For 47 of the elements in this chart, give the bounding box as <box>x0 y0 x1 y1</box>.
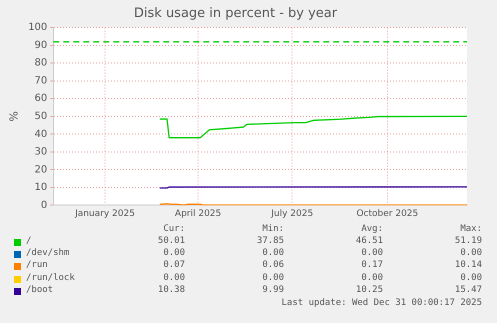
text: Cur: <box>163 224 185 234</box>
y-tick-label: 10 <box>34 182 48 194</box>
text: 15.47 <box>454 284 482 295</box>
y-tick-label: 50 <box>34 110 48 122</box>
y-tick-label: 70 <box>34 75 48 86</box>
y-tick-label: 100 <box>28 22 48 34</box>
x-tick-label: April 2025 <box>174 208 222 219</box>
legend-label: /boot <box>26 284 54 295</box>
text: 10.25 <box>356 284 383 295</box>
text: 9.99 <box>262 284 284 295</box>
legend-label: / <box>26 236 32 246</box>
text: Last update: Wed Dec 31 00:00:17 2025 <box>282 298 482 308</box>
y-tick-label: 60 <box>34 93 48 104</box>
legend-label: /dev/shm <box>26 248 70 258</box>
text: 0.00 <box>163 272 185 283</box>
y-tick-label: 20 <box>34 164 48 176</box>
text: 0.06 <box>262 260 284 270</box>
chart-title: Disk usage in percent - by year <box>134 6 338 22</box>
y-tick-label: 30 <box>34 146 48 158</box>
text: 0.00 <box>163 248 185 258</box>
text: 0.00 <box>361 272 383 283</box>
text: 0.00 <box>460 272 482 283</box>
y-tick-label: 0 <box>40 200 48 211</box>
text: 0.00 <box>361 248 383 258</box>
y-tick-label: 90 <box>34 40 48 51</box>
text: 0.07 <box>163 260 185 270</box>
y-tick-label: 80 <box>34 58 48 69</box>
legend-label: /run/lock <box>26 272 75 283</box>
text: Min: <box>262 224 284 234</box>
x-tick-label: July 2025 <box>270 208 314 219</box>
text: 51.19 <box>454 236 482 246</box>
text: 0.17 <box>361 260 383 270</box>
y-tick-label: 40 <box>34 128 48 140</box>
legend-label: /run <box>26 260 48 270</box>
text: 10.38 <box>158 284 185 295</box>
y-axis-title: % <box>7 111 20 122</box>
text: 0.00 <box>262 272 284 283</box>
text: 37.85 <box>256 236 284 246</box>
text: 0.00 <box>460 248 482 258</box>
text: 10.14 <box>454 260 482 270</box>
x-tick-label: January 2025 <box>74 208 135 219</box>
text: Avg: <box>361 224 383 234</box>
x-tick-label: October 2025 <box>356 208 418 219</box>
text: Max: <box>460 224 482 234</box>
text: 46.51 <box>356 236 383 246</box>
text: 0.00 <box>262 248 284 258</box>
text: 50.01 <box>158 236 185 246</box>
